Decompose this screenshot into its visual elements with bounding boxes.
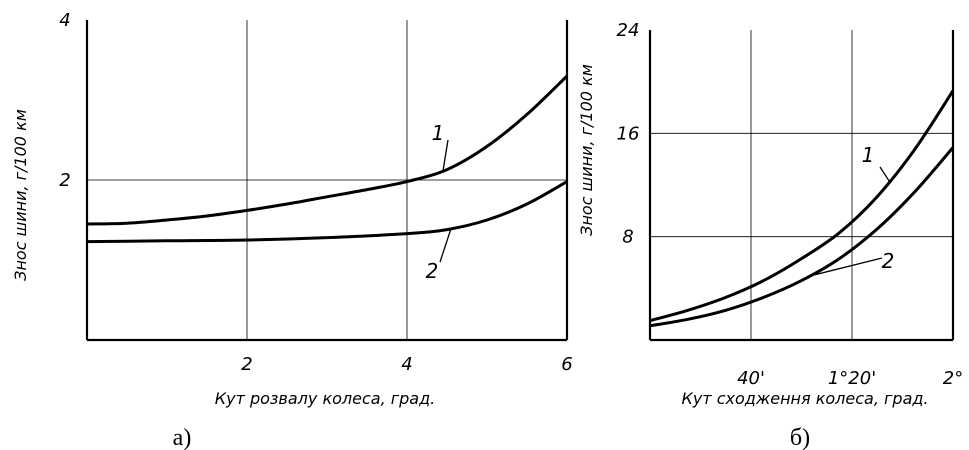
curve-labels: 12 [808,143,895,277]
axes [648,30,953,342]
series-line-1 [86,74,569,226]
curves [649,89,955,328]
curve-label-2: 2 [882,249,895,273]
chart-camber: 2 4 624 12 Знос шини, г/100 км Кут розвалу… [11,10,573,450]
x-axis-label: Кут сходження колеса, град. [681,389,928,408]
y-tick-label: 2 [59,170,70,191]
tick-labels: 2 4 6 2 4 [59,10,572,375]
curve-label-1: 1 [432,121,445,145]
x-tick-label: 2 [241,354,252,375]
caption-a: а) [173,425,192,450]
x-tick-label: 6 [561,354,572,375]
curve-label-leader [439,228,452,263]
curve-label-leader [879,166,890,182]
x-tick-label: 2° [943,368,963,389]
curve-label-leader [808,257,883,277]
y-tick-label: 4 [59,10,70,31]
tick-labels: 40' 1°20' 2° 8 16 24 [617,20,964,389]
grid [650,30,955,340]
y-tick-label: 8 [622,227,633,248]
curve-label-leader [442,139,449,171]
y-axis-label: Знос шини, г/100 км [11,109,30,281]
curve-label-1: 1 [862,143,875,167]
series-line-2 [649,146,955,328]
series-line-1 [649,89,955,323]
axes [85,20,567,342]
x-axis-label: Кут розвалу колеса, град. [215,389,436,408]
curve-labels: 12 [426,121,452,283]
series-line-2 [86,180,568,244]
x-tick-label: 4 [401,354,412,375]
y-axis-label: Знос шини, г/100 км [577,64,596,236]
grid [87,20,569,340]
caption-b: б) [790,425,810,450]
x-tick-label: 40' [737,368,765,389]
y-tick-label: 16 [617,123,640,144]
x-tick-label: 1°20' [828,368,876,389]
curves [86,74,569,244]
y-tick-label: 24 [617,20,640,41]
curve-label-2: 2 [426,259,439,283]
